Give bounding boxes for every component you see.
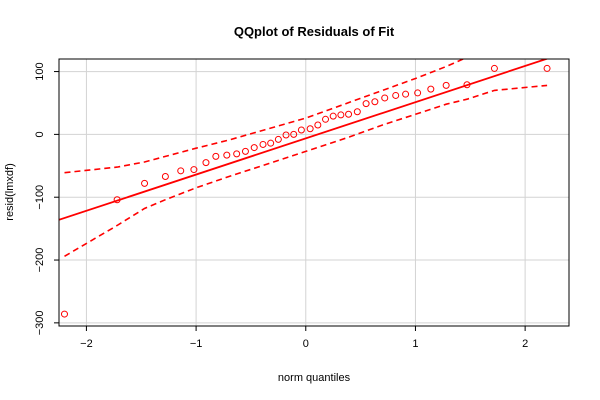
x-tick-label: −2 xyxy=(80,338,93,350)
upper-band-line xyxy=(64,59,466,174)
x-tick-label: 0 xyxy=(303,338,309,350)
data-point xyxy=(322,115,330,123)
y-tick-label: −100 xyxy=(34,185,46,210)
data-point xyxy=(60,310,68,318)
data-point xyxy=(259,140,267,148)
chart-title: QQplot of Residuals of Fit xyxy=(234,24,395,39)
data-point xyxy=(442,81,450,89)
y-tick-label: 0 xyxy=(34,131,46,137)
lower-band-line xyxy=(64,84,548,257)
data-point xyxy=(297,126,305,134)
data-point xyxy=(274,135,282,143)
data-point xyxy=(233,150,241,158)
data-point xyxy=(190,166,198,174)
x-tick-label: 2 xyxy=(522,338,528,350)
y-axis-label: resid(lmxdf) xyxy=(4,163,16,220)
data-point xyxy=(202,159,210,167)
data-point xyxy=(371,98,379,106)
data-point xyxy=(427,85,435,93)
data-point xyxy=(490,64,498,72)
data-point xyxy=(282,131,290,139)
dashed-band-lines xyxy=(64,59,548,257)
data-point xyxy=(141,179,149,187)
data-point xyxy=(402,90,410,98)
data-point xyxy=(250,144,258,152)
data-point xyxy=(212,152,220,160)
y-tick-label: −200 xyxy=(34,248,46,273)
data-point xyxy=(329,112,337,120)
data-point xyxy=(113,196,121,204)
grid xyxy=(59,59,569,326)
data-point xyxy=(161,172,169,180)
data-point xyxy=(314,121,322,129)
data-point xyxy=(290,130,298,138)
x-tick-label: 1 xyxy=(412,338,418,350)
y-tick-label: 100 xyxy=(34,62,46,80)
data-point xyxy=(306,125,314,133)
x-axis-label: norm quantiles xyxy=(278,372,351,384)
data-point xyxy=(381,94,389,102)
data-points xyxy=(60,64,551,318)
plot-frame xyxy=(58,58,570,327)
fit-line-group xyxy=(59,59,550,221)
x-axis: −2 −1 0 1 2 xyxy=(80,326,528,350)
y-axis: −300 −200 −100 0 100 xyxy=(34,62,59,335)
data-point xyxy=(463,81,471,89)
data-point xyxy=(241,147,249,155)
data-point xyxy=(177,167,185,175)
data-point xyxy=(267,139,275,147)
data-point xyxy=(223,151,231,159)
fit-line xyxy=(59,59,550,221)
data-point xyxy=(362,100,370,108)
data-point xyxy=(353,108,361,116)
data-point xyxy=(337,111,345,119)
data-point xyxy=(392,91,400,99)
x-tick-label: −1 xyxy=(190,338,203,350)
data-point xyxy=(543,64,551,72)
y-tick-label: −300 xyxy=(34,310,46,335)
data-point xyxy=(345,110,353,118)
data-point xyxy=(414,89,422,97)
